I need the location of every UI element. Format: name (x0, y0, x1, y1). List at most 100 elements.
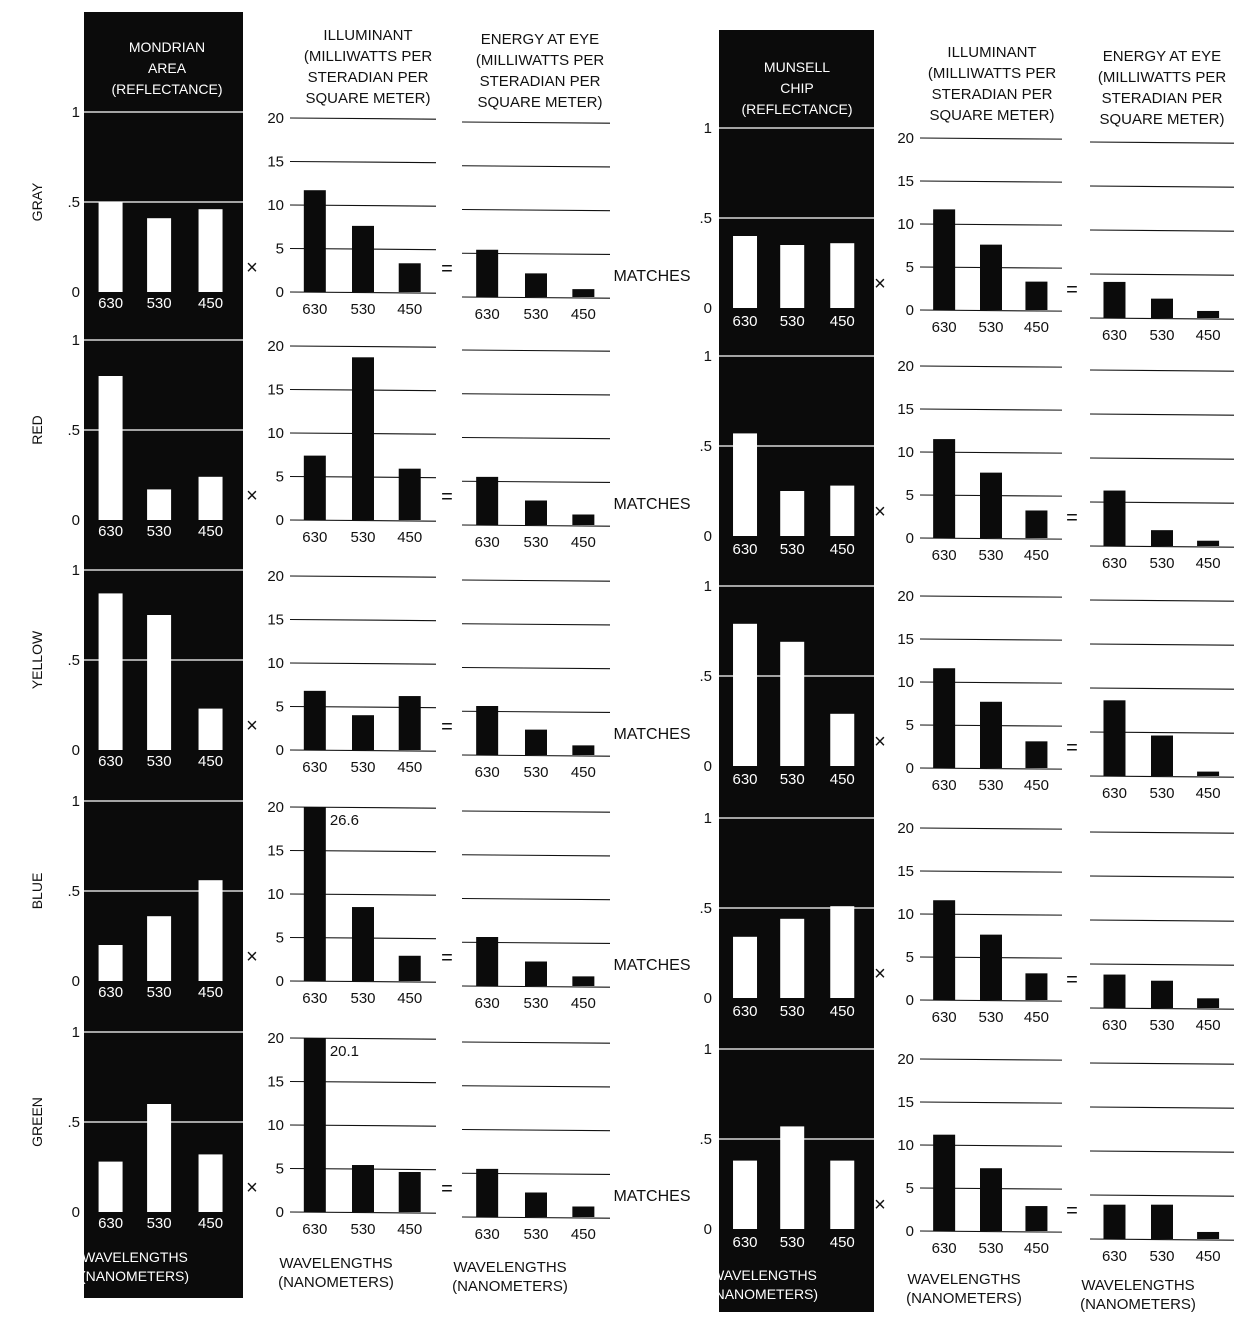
illuminant-tick-label: 15 (267, 382, 284, 399)
mondrian-energy-panel-green: 630 530 450 (461, 1041, 611, 1243)
reflectance-tick-label: 1 (704, 348, 712, 365)
illuminant-category-label: 630 (302, 301, 327, 318)
reflectance-tick-label: 0 (72, 284, 80, 301)
mondrian-reflectance-panel-blue: 630 530 450 0 .5 1 BLUE (29, 793, 243, 1001)
munsell-reflectance-header-line: CHIP (780, 80, 813, 96)
munsell-illuminant-panel-red: 0 5 10 15 20 630 530 450 (897, 358, 1063, 564)
illuminant-category-label: 630 (932, 1240, 957, 1257)
illuminant-value-label: 20.1 (330, 1043, 359, 1060)
munsell-illuminant-wavelengths-footer: (NANOMETERS) (906, 1290, 1022, 1307)
reflectance-category-label: 450 (198, 984, 223, 1001)
row-label-yellow: YELLOW (29, 630, 45, 689)
illuminant-tick-label: 10 (267, 425, 284, 442)
reflectance-category-label: 530 (780, 1003, 805, 1020)
illuminant-bar (980, 1168, 1002, 1231)
illuminant-category-label: 530 (350, 1221, 375, 1238)
reflectance-bar (147, 218, 172, 292)
illuminant-gridline (919, 365, 1063, 368)
illuminant-tick-label: 10 (897, 906, 914, 923)
illuminant-gridline (919, 827, 1063, 830)
illuminant-tick-label: 10 (897, 444, 914, 461)
reflectance-tick-label: 1 (704, 120, 712, 137)
energy-gridline (1089, 229, 1235, 232)
munsell-illuminant-panel-green: 0 5 10 15 20 630 530 450 (897, 1051, 1063, 1257)
mondrian-illuminant-panel-yellow: 0 5 10 15 20 630 530 450 (267, 568, 437, 776)
illuminant-bar (933, 900, 956, 1000)
illuminant-gridline (919, 638, 1063, 641)
energy-bar (572, 1206, 595, 1217)
energy-gridline (1089, 831, 1235, 834)
illuminant-bar (980, 244, 1002, 310)
reflectance-category-label: 630 (98, 295, 123, 312)
energy-bar (1151, 980, 1173, 1008)
reflectance-category-label: 450 (198, 753, 223, 770)
energy-category-label: 530 (523, 995, 548, 1012)
reflectance-category-label: 630 (98, 753, 123, 770)
munsell-energy-panel-yellow: 630 530 450 (1089, 599, 1235, 802)
text-layer: MONDRIAN AREA (REFLECTANCE) ILLUMINANT (MILL… (81, 27, 1226, 1313)
munsell-reflectance-header-line: (REFLECTANCE) (742, 101, 853, 117)
reflectance-bar (198, 476, 223, 520)
illuminant-bar (980, 701, 1002, 768)
reflectance-category-label: 630 (733, 1003, 758, 1020)
reflectance-tick-label: .5 (67, 1114, 80, 1131)
matches-label: MATCHES (613, 268, 690, 285)
reflectance-bar (198, 880, 223, 981)
illuminant-category-label: 450 (397, 759, 422, 776)
illuminant-bar (933, 439, 956, 538)
reflectance-tick-label: .5 (67, 194, 80, 211)
energy-bar (1197, 540, 1220, 546)
illuminant-tick-label: 0 (906, 530, 914, 547)
energy-bar (1197, 1231, 1220, 1239)
energy-bar (1197, 310, 1220, 318)
energy-category-label: 630 (475, 534, 500, 551)
mondrian-energy-wavelengths-footer: (NANOMETERS) (452, 1278, 568, 1295)
illuminant-category-label: 450 (397, 990, 422, 1007)
energy-gridline (1089, 599, 1235, 602)
energy-bar (525, 729, 547, 755)
mondrian-illuminant-wavelengths-footer: (NANOMETERS) (278, 1274, 394, 1291)
mondrian-reflectance-header-line: MONDRIAN (129, 39, 205, 55)
energy-gridline (461, 524, 611, 527)
illuminant-tick-label: 0 (906, 1223, 914, 1240)
reflectance-category-label: 630 (98, 523, 123, 540)
energy-bar (476, 1168, 499, 1217)
illuminant-tick-label: 5 (276, 930, 284, 947)
illuminant-gridline (919, 767, 1063, 770)
illuminant-gridline (919, 1230, 1063, 1233)
munsell-energy-header-line: STERADIAN PER (1102, 90, 1223, 107)
illuminant-category-label: 450 (1024, 1240, 1049, 1257)
illuminant-category-label: 630 (302, 759, 327, 776)
energy-category-label: 630 (475, 1226, 500, 1243)
munsell-energy-header-line: (MILLIWATTS PER (1098, 69, 1227, 86)
reflectance-bar (780, 1126, 805, 1229)
equals-symbol: = (441, 1178, 453, 1200)
munsell-wavelengths-footer: (NANOMETERS) (710, 1286, 818, 1302)
reflectance-category-label: 450 (830, 1003, 855, 1020)
illuminant-bar (1025, 973, 1048, 1000)
mondrian-illuminant-header-line: STERADIAN PER (308, 69, 429, 86)
reflectance-tick-label: 0 (72, 512, 80, 529)
illuminant-category-label: 450 (397, 529, 422, 546)
munsell-energy-panel-blue: 630 530 450 (1089, 831, 1235, 1034)
illuminant-category-label: 530 (350, 759, 375, 776)
reflectance-tick-label: 0 (704, 300, 712, 317)
energy-category-label: 530 (523, 764, 548, 781)
reflectance-tick-label: 1 (72, 562, 80, 579)
energy-gridline (1089, 1194, 1235, 1197)
illuminant-tick-label: 10 (267, 886, 284, 903)
illuminant-bar (398, 696, 421, 750)
energy-category-label: 530 (1149, 785, 1174, 802)
row-label-red: RED (29, 415, 45, 445)
energy-bar (1151, 1204, 1173, 1239)
illuminant-tick-label: 15 (267, 1074, 284, 1091)
illuminant-gridline (919, 595, 1063, 598)
times-symbol: × (874, 501, 886, 523)
reflectance-bar (780, 918, 805, 998)
energy-bar (572, 289, 595, 297)
reflectance-category-label: 450 (830, 1234, 855, 1251)
munsell-energy-wavelengths-footer: (NANOMETERS) (1080, 1296, 1196, 1313)
mondrian-energy-panel-blue: 630 530 450 (461, 810, 611, 1012)
reflectance-tick-label: .5 (67, 422, 80, 439)
mondrian-illuminant-header-line: (MILLIWATTS PER (304, 48, 433, 65)
